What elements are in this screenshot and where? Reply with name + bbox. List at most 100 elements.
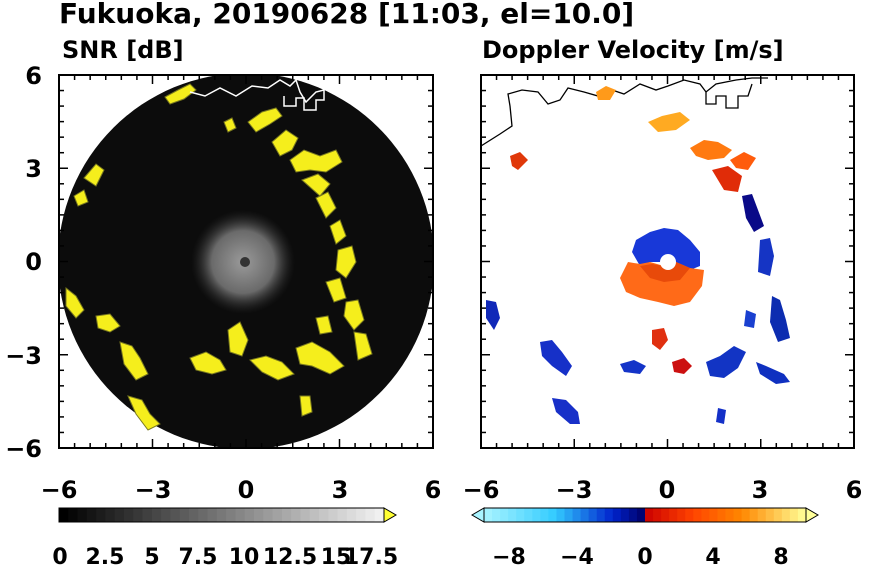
colorbar-extension-max — [383, 507, 397, 523]
colorbar-swatch — [365, 508, 376, 522]
colorbar-swatch — [548, 508, 557, 522]
velocity-ring-echoes — [486, 86, 790, 424]
velocity-x-tick-label: −3 — [556, 476, 593, 504]
colorbar-swatch — [68, 508, 79, 522]
colorbar-swatch — [709, 508, 718, 522]
colorbar-swatch — [661, 508, 670, 522]
colorbar-swatch — [717, 508, 726, 522]
snr-colorbar — [58, 507, 397, 523]
velocity-near-range-echo — [620, 228, 704, 306]
snr-colorbar-tick-label: 7.5 — [179, 545, 218, 570]
snr-tick-marks — [58, 74, 434, 449]
colorbar-swatch — [500, 508, 509, 522]
colorbar-swatch — [77, 508, 88, 522]
velocity-colorbar — [471, 507, 819, 523]
snr-colorbar-tick-label: 5 — [144, 545, 159, 570]
colorbar-swatch — [628, 508, 638, 522]
colorbar-swatch — [244, 508, 255, 522]
colorbar-swatch — [508, 508, 517, 522]
colorbar-swatch — [86, 508, 97, 522]
colorbar-swatch — [596, 508, 606, 522]
colorbar-swatch — [733, 508, 743, 522]
velocity-colorbar-tick-label: −8 — [492, 545, 526, 570]
colorbar-swatch — [263, 508, 274, 522]
colorbar-swatch — [572, 508, 582, 522]
colorbar-swatch — [59, 508, 69, 522]
velocity-x-tick-label: 0 — [659, 476, 676, 504]
colorbar-swatch — [216, 508, 227, 522]
colorbar-swatch — [564, 508, 574, 522]
colorbar-swatch — [516, 508, 525, 522]
snr-y-tick-label: 3 — [25, 155, 42, 183]
colorbar-swatch — [781, 508, 791, 522]
velocity-plot-area — [481, 77, 790, 424]
colorbar-swatch — [337, 508, 348, 522]
snr-x-tick-label: 6 — [425, 476, 442, 504]
colorbar-swatch — [604, 508, 614, 522]
velocity-colorbar-tick-label: −4 — [560, 545, 594, 570]
colorbar-swatch — [524, 508, 533, 522]
colorbar-swatch — [556, 508, 565, 522]
colorbar-swatch — [580, 508, 590, 522]
colorbar-swatch — [328, 508, 339, 522]
colorbar-swatch — [669, 508, 678, 522]
colorbar-swatch — [272, 508, 283, 522]
colorbar-swatch — [612, 508, 622, 522]
snr-panel-title: SNR [dB] — [62, 36, 184, 64]
colorbar-swatch — [725, 508, 735, 522]
snr-x-tick-label: 3 — [332, 476, 349, 504]
velocity-panel-title: Doppler Velocity [m/s] — [482, 36, 784, 64]
colorbar-swatch — [207, 508, 218, 522]
velocity-colorbar-tick-label: 8 — [773, 545, 788, 570]
snr-colorbar-tick-label: 10 — [229, 545, 260, 570]
snr-coastline — [189, 78, 331, 104]
colorbar-swatch — [701, 508, 710, 522]
colorbar-swatch — [374, 508, 385, 522]
colorbar-swatch — [124, 508, 134, 522]
colorbar-swatch — [300, 508, 311, 522]
colorbar-swatch — [254, 508, 264, 522]
snr-colorbar-tick-label: 15 — [321, 545, 352, 570]
colorbar-swatch — [773, 508, 783, 522]
colorbar-swatch — [757, 508, 767, 522]
snr-colorbar-tick-labels: 0 2.5 5 7.5 10 12.5 15 17.5 — [52, 545, 398, 570]
snr-y-tick-label: 6 — [25, 62, 42, 90]
snr-y-tick-label: 0 — [25, 248, 42, 276]
colorbar-swatch — [198, 508, 209, 522]
colorbar-swatch — [356, 508, 366, 522]
snr-x-tick-labels: −6 −3 0 3 6 — [41, 476, 442, 504]
snr-y-tick-label: −6 — [5, 435, 42, 463]
colorbar-extension-min — [471, 507, 485, 523]
velocity-x-tick-labels: −6 −3 0 3 6 — [463, 476, 863, 504]
colorbar-swatch — [179, 508, 190, 522]
colorbar-swatch — [484, 508, 493, 522]
colorbar-swatch — [741, 508, 751, 522]
colorbar-swatch — [532, 508, 541, 522]
velocity-tick-marks — [480, 74, 855, 449]
colorbar-swatch — [789, 508, 799, 522]
colorbar-swatch — [685, 508, 694, 522]
velocity-colorbar-tick-label: 0 — [637, 545, 652, 570]
colorbar-swatch — [677, 508, 686, 522]
colorbar-swatch — [540, 508, 549, 522]
figure-title: Fukuoka, 20190628 [11:03, el=10.0] — [59, 0, 634, 30]
snr-y-tick-label: −3 — [5, 342, 42, 370]
velocity-colorbar-tick-labels: −8 −4 0 4 8 — [492, 545, 789, 570]
velocity-x-tick-label: 3 — [752, 476, 769, 504]
colorbar-extension-max — [805, 507, 819, 523]
colorbar-swatch — [765, 508, 775, 522]
snr-colorbar-tick-label: 12.5 — [263, 545, 317, 570]
colorbar-swatch — [797, 508, 807, 522]
snr-colorbar-tick-label: 2.5 — [86, 545, 125, 570]
snr-plot-area — [59, 75, 433, 448]
colorbar-swatch — [142, 508, 153, 522]
colorbar-swatch — [96, 508, 106, 522]
snr-high-echo-band — [65, 83, 373, 431]
colorbar-swatch — [588, 508, 598, 522]
colorbar-swatch — [620, 508, 630, 522]
colorbar-swatch — [170, 508, 181, 522]
colorbar-swatch — [281, 508, 292, 522]
colorbar-swatch — [693, 508, 702, 522]
snr-y-tick-labels: 6 3 0 −3 −6 — [5, 62, 42, 463]
